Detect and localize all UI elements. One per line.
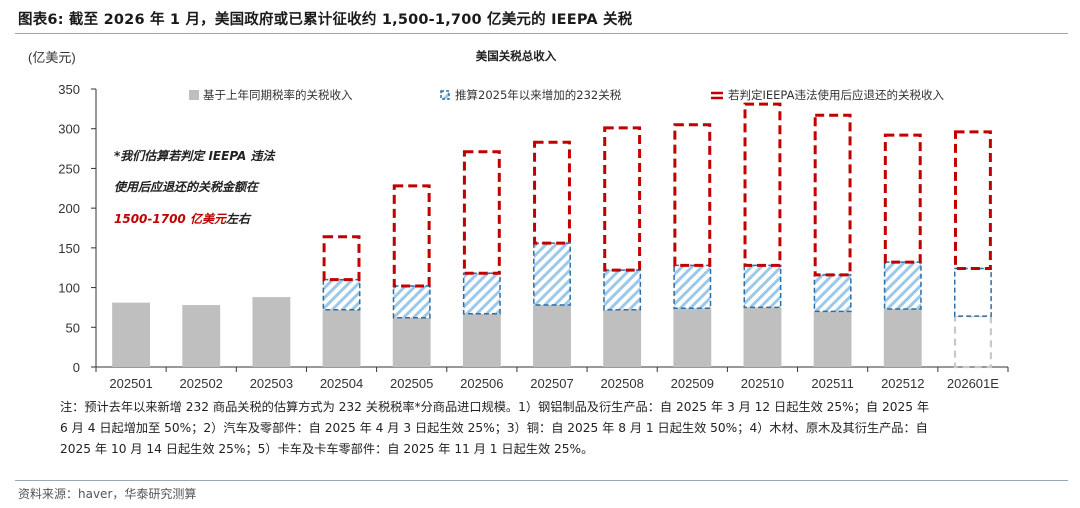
stacked-bar-chart: (亿美元) 美国关税总收入 基于上年同期税率的关税收入 推算2025年以来增加的… bbox=[28, 49, 1009, 391]
bar-base bbox=[322, 309, 361, 367]
note-line-1: 注：预计去年以来新增 232 商品关税的估算方式为 232 关税税率*分商品进口… bbox=[60, 400, 930, 414]
bar-base bbox=[182, 305, 221, 367]
bar-232 bbox=[533, 242, 571, 306]
source-text: 资料来源：haver，华泰研究测算 bbox=[18, 487, 197, 501]
legend-swatch-base bbox=[189, 90, 199, 100]
bar-232 bbox=[673, 264, 712, 309]
annotation-box: *我们估算若判定 IEEPA 违法 使用后应退还的关税金额在 1500-1700… bbox=[114, 149, 276, 226]
bar-ieepa bbox=[743, 102, 782, 267]
note-line-3: 2025 年 10 月 14 日起生效 25%；5）卡车及卡车零部件：自 202… bbox=[60, 442, 594, 456]
bar-ieepa bbox=[953, 130, 992, 271]
bar-232 bbox=[322, 278, 361, 311]
bar-base bbox=[673, 308, 712, 367]
x-tick-label: 202511 bbox=[811, 376, 853, 391]
x-tick-label: 202502 bbox=[180, 376, 223, 391]
x-tick-label: 202505 bbox=[390, 376, 433, 391]
y-tick-label: 50 bbox=[66, 320, 80, 335]
y-tick-label: 350 bbox=[58, 82, 80, 97]
bar-ieepa bbox=[533, 140, 571, 245]
annotation-suffix: 左右 bbox=[226, 212, 252, 226]
x-tick-label: 202508 bbox=[600, 376, 643, 391]
bar-232 bbox=[883, 261, 922, 310]
bar-base bbox=[112, 302, 151, 367]
annotation-line-1: *我们估算若判定 IEEPA 违法 bbox=[114, 149, 276, 163]
legend-label-232: 推算2025年以来增加的232关税 bbox=[455, 88, 622, 102]
bar-base bbox=[533, 305, 571, 367]
legend-swatch-232 bbox=[440, 90, 450, 100]
annotation-line-3: 1500-1700 亿美元左右 bbox=[114, 212, 252, 226]
y-tick-label: 0 bbox=[73, 360, 80, 375]
bar-ieepa bbox=[883, 133, 922, 264]
y-tick-label: 200 bbox=[58, 201, 80, 216]
bar-base bbox=[813, 311, 852, 367]
bar-ieepa bbox=[462, 150, 501, 275]
legend-label-base: 基于上年同期税率的关税收入 bbox=[203, 88, 353, 102]
bar-232 bbox=[462, 272, 501, 315]
footer-divider bbox=[15, 480, 1068, 481]
legend: 基于上年同期税率的关税收入 推算2025年以来增加的232关税 若判定IEEPA… bbox=[189, 88, 944, 102]
y-tick-label: 250 bbox=[58, 161, 80, 176]
title-divider bbox=[15, 33, 1068, 34]
bar-232 bbox=[743, 264, 782, 309]
x-axis-labels: 202501 202502 202503 202504 202505 202506 2025… bbox=[109, 376, 999, 391]
legend-item-ieepa: 若判定IEEPA违法使用后应退还的关税收入 bbox=[711, 88, 944, 102]
bar-base-estimate bbox=[953, 315, 992, 369]
bar-base bbox=[603, 309, 642, 367]
bar-base bbox=[252, 297, 291, 367]
bar-232 bbox=[392, 285, 431, 319]
legend-item-base: 基于上年同期税率的关税收入 bbox=[189, 88, 353, 102]
bar-ieepa bbox=[603, 126, 642, 272]
bar-ieepa bbox=[392, 184, 431, 288]
bar-232 bbox=[953, 267, 992, 317]
bar-base bbox=[462, 313, 501, 367]
figure-title: 图表6: 截至 2026 年 1 月，美国政府或已累计征收约 1,500-1,7… bbox=[18, 12, 633, 28]
bar-ieepa bbox=[673, 123, 712, 267]
legend-item-232: 推算2025年以来增加的232关税 bbox=[440, 88, 622, 102]
x-tick-label: 202601E bbox=[947, 376, 999, 391]
bar-base bbox=[392, 317, 431, 367]
notes: 注：预计去年以来新增 232 商品关税的估算方式为 232 关税税率*分商品进口… bbox=[60, 397, 1060, 460]
x-tick-label: 202501 bbox=[109, 376, 152, 391]
y-tick-label: 300 bbox=[58, 122, 80, 137]
bar-ieepa bbox=[813, 113, 852, 277]
x-tick-label: 202510 bbox=[741, 376, 784, 391]
x-tick-label: 202509 bbox=[671, 376, 714, 391]
y-axis-label: (亿美元) bbox=[28, 50, 76, 65]
bar-base bbox=[743, 307, 782, 367]
note-line-2: 6 月 4 日起增加至 50%；2）汽车及零部件：自 2025 年 4 月 3 … bbox=[60, 421, 928, 435]
bar-232 bbox=[813, 274, 852, 313]
x-tick-label: 202504 bbox=[320, 376, 363, 391]
bar-base bbox=[883, 309, 922, 367]
annotation-range: 1500-1700 亿美元 bbox=[114, 212, 228, 226]
legend-label-ieepa: 若判定IEEPA违法使用后应退还的关税收入 bbox=[728, 88, 944, 102]
bar-232 bbox=[603, 269, 642, 311]
x-tick-label: 202512 bbox=[881, 376, 924, 391]
y-tick-label: 100 bbox=[58, 281, 80, 296]
x-tick-label: 202503 bbox=[250, 376, 293, 391]
chart-title: 美国关税总收入 bbox=[476, 49, 557, 63]
x-tick-label: 202507 bbox=[530, 376, 573, 391]
bar-ieepa bbox=[322, 235, 361, 282]
y-tick-label: 150 bbox=[58, 241, 80, 256]
x-tick-label: 202506 bbox=[460, 376, 503, 391]
bars bbox=[112, 102, 992, 369]
annotation-line-2: 使用后应退还的关税金额在 bbox=[114, 180, 260, 194]
